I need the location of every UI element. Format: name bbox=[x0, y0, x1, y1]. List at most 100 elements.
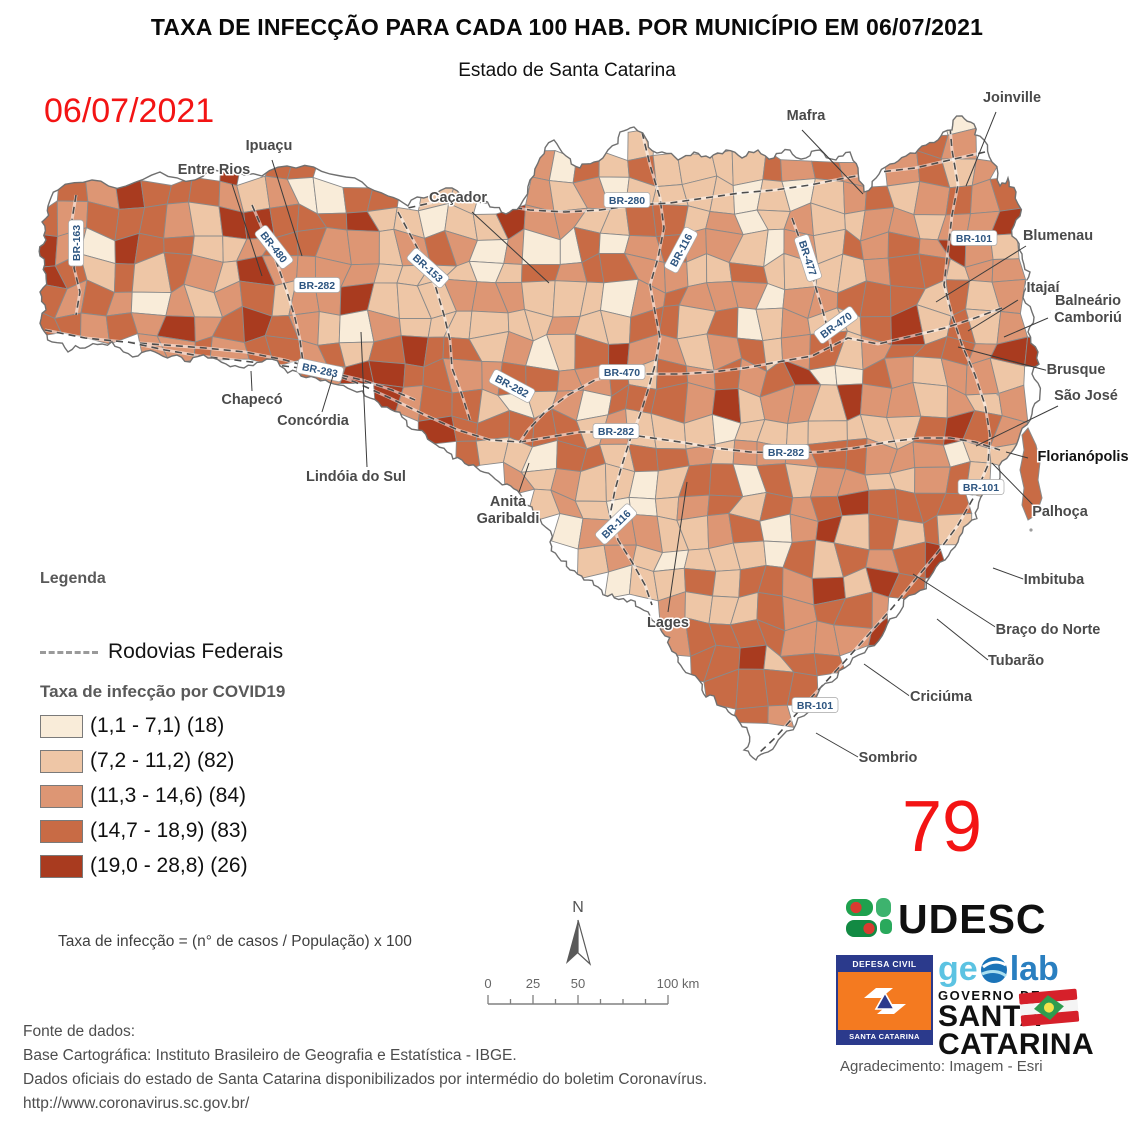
city-label: Caçador bbox=[429, 190, 487, 206]
defesa-civil-emblem bbox=[838, 972, 931, 1030]
municipality-cell bbox=[780, 159, 816, 182]
municipality-cell bbox=[598, 149, 630, 178]
municipality-cell bbox=[551, 513, 584, 550]
scale-bar: 0 25 50 100 km bbox=[484, 976, 699, 1005]
santa-catarina-flag-icon bbox=[1018, 988, 1080, 1027]
city-label: Criciúma bbox=[910, 689, 973, 705]
legend-class-row: (11,3 - 14,6) (84) bbox=[40, 784, 400, 808]
city-label: Mafra bbox=[787, 108, 827, 124]
svg-text:BR-163: BR-163 bbox=[71, 225, 83, 261]
municipality-cell bbox=[712, 569, 741, 598]
municipality-cell bbox=[188, 176, 221, 207]
udesc-shield-icon bbox=[846, 897, 892, 937]
municipality-cell bbox=[785, 420, 809, 448]
city-label: Florianópolis bbox=[1037, 449, 1128, 465]
city-label: Braço do Norte bbox=[996, 622, 1101, 638]
legend-class-swatch bbox=[40, 819, 83, 843]
governo-catarina-text: CATARINA bbox=[938, 1028, 1095, 1061]
municipality-cell bbox=[317, 311, 341, 346]
count-overlay: 79 bbox=[902, 787, 983, 867]
municipality-cell bbox=[188, 201, 224, 237]
highway-shield: BR-283 bbox=[296, 358, 344, 382]
leader-line bbox=[360, 331, 368, 468]
scale-tick-label: 0 bbox=[484, 976, 491, 991]
governo-sc-logo: GOVERNO DE SANTA CATARINA bbox=[938, 988, 1128, 1061]
highway-line bbox=[127, 341, 416, 401]
legend-class-row: (7,2 - 11,2) (82) bbox=[40, 749, 400, 773]
highway-line bbox=[609, 131, 665, 606]
civil-defense-emblem-icon bbox=[863, 988, 906, 1014]
infection-rate-formula: Taxa de infecção = (n° de casos / Popula… bbox=[58, 933, 412, 950]
north-arrow: N bbox=[566, 899, 592, 966]
leader-line bbox=[992, 567, 1027, 581]
legend-classes: (1,1 - 7,1) (18) (7,2 - 11,2) (82) (11,3 -… bbox=[40, 714, 400, 878]
municipality-cell bbox=[767, 704, 795, 728]
legend-class-swatch bbox=[40, 784, 83, 808]
highway-shield: BR-101 bbox=[791, 697, 839, 713]
legend-roads-label: Rodovias Federais bbox=[108, 640, 284, 663]
city-label: Lindóia do Sul bbox=[306, 469, 406, 485]
municipality-cell bbox=[346, 229, 380, 266]
municipality-cell bbox=[366, 178, 403, 213]
leader-line bbox=[321, 375, 334, 413]
leader-line bbox=[815, 732, 859, 758]
city-label: Concórdia bbox=[277, 413, 350, 429]
legend-class-label: (7,2 - 11,2) (82) bbox=[90, 749, 235, 772]
leader-line bbox=[667, 481, 688, 613]
leader-line bbox=[471, 211, 550, 284]
scale-tick-label: 50 bbox=[571, 976, 585, 991]
municipality-cell bbox=[625, 203, 657, 237]
leader-line bbox=[967, 299, 1019, 332]
highway-shield: BR-101 bbox=[957, 479, 1005, 495]
svg-text:BR-282: BR-282 bbox=[768, 447, 804, 459]
legend-class-row: (1,1 - 7,1) (18) bbox=[40, 714, 400, 738]
leader-line bbox=[801, 129, 864, 195]
credits-heading: Fonte de dados: bbox=[23, 1023, 136, 1040]
highway-shield: BR-280 bbox=[603, 192, 651, 208]
municipality-cell bbox=[652, 152, 683, 188]
leader-line bbox=[965, 111, 997, 187]
credits-line-boletim: Dados oficiais do estado de Santa Catari… bbox=[23, 1071, 708, 1088]
credits-line-url: http://www.coronavirus.sc.gov.br/ bbox=[23, 1095, 250, 1112]
legend-class-swatch bbox=[40, 749, 83, 773]
leader-line bbox=[271, 159, 303, 257]
municipality-cell bbox=[945, 184, 973, 216]
legend-class-swatch bbox=[40, 714, 83, 738]
legend-roads-row: Rodovias Federais bbox=[40, 640, 400, 664]
page-subtitle: Estado de Santa Catarina bbox=[458, 60, 676, 81]
udesc-wordmark: UDESC bbox=[898, 896, 1047, 942]
municipality-cell bbox=[735, 668, 769, 710]
date-overlay: 06/07/2021 bbox=[44, 92, 215, 130]
leader-line bbox=[1005, 451, 1029, 459]
svg-text:BR-101: BR-101 bbox=[797, 700, 833, 712]
city-label: Itajaí bbox=[1026, 280, 1060, 296]
geolab-logo: ge lab bbox=[938, 950, 1059, 989]
city-label: Anita Garibaldi bbox=[477, 494, 540, 527]
leader-line bbox=[250, 370, 253, 392]
municipality-cell bbox=[991, 258, 1027, 283]
leader-line bbox=[863, 663, 912, 698]
highway-shield: BR-282 bbox=[592, 423, 640, 439]
legend-class-label: (11,3 - 14,6) (84) bbox=[90, 784, 247, 807]
legend-heading: Legenda bbox=[40, 570, 106, 587]
city-label: Tubarão bbox=[988, 653, 1044, 669]
municipality-cell bbox=[140, 179, 172, 209]
leader-line bbox=[912, 573, 1001, 631]
municipality-cell bbox=[113, 263, 136, 293]
municipality-cell bbox=[398, 318, 432, 338]
acknowledgment-esri: Agradecimento: Imagem - Esri bbox=[840, 1058, 1043, 1075]
svg-text:BR-282: BR-282 bbox=[299, 280, 335, 292]
city-label: Lages bbox=[647, 615, 689, 631]
municipality-cell bbox=[576, 544, 610, 580]
city-label: Ipuaçu bbox=[246, 138, 293, 154]
geolab-ge-text: ge bbox=[938, 950, 978, 988]
legend-class-row: (19,0 - 28,8) (26) bbox=[40, 854, 400, 878]
defesa-civil-logo: DEFESA CIVIL SANTA CATARINA bbox=[836, 955, 933, 1045]
data-source-credits: Fonte de dados: Base Cartográfica: Insti… bbox=[23, 1020, 707, 1116]
leader-line bbox=[991, 462, 1037, 509]
defesa-civil-state: SANTA CATARINA bbox=[838, 1030, 931, 1043]
municipality-cell bbox=[130, 291, 172, 317]
islet-dot bbox=[1029, 528, 1033, 532]
credits-line-ibge: Base Cartográfica: Instituto Brasileiro … bbox=[23, 1047, 517, 1064]
city-label: Brusque bbox=[1047, 362, 1106, 378]
